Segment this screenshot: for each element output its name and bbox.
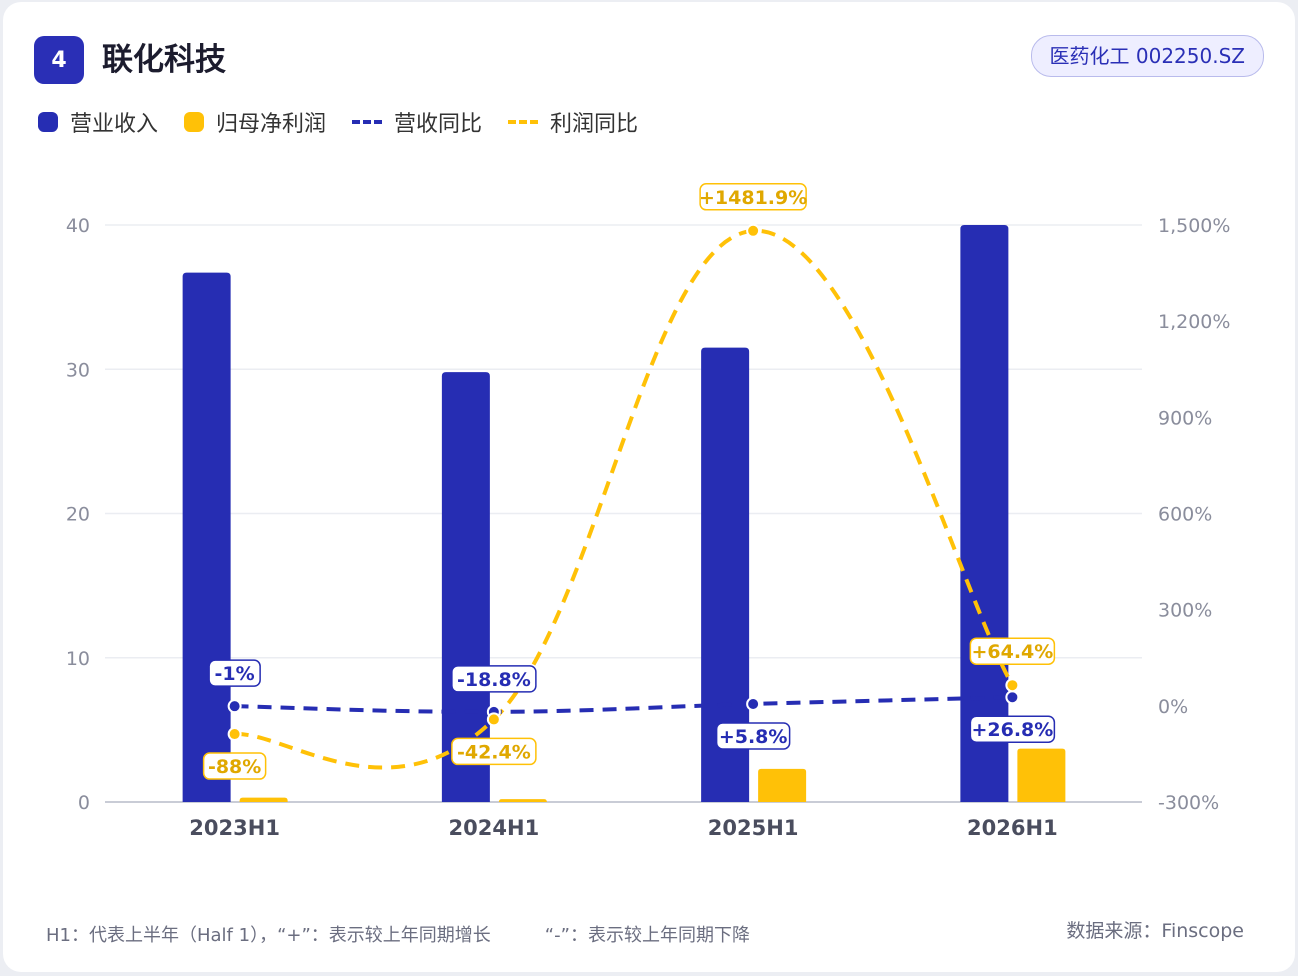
legend-revenue-label: 营业收入	[70, 112, 159, 137]
left-tick-label: 20	[66, 504, 90, 526]
legend-revenue-yoy[interactable]: 营收同比	[352, 106, 482, 138]
category-label: 2026H1	[967, 816, 1058, 840]
company-name: 联化科技	[102, 42, 226, 78]
profit-yoy-point	[746, 223, 761, 238]
revenue-yoy-label-box	[969, 715, 1056, 743]
revenue-yoy-point	[1005, 690, 1020, 705]
legend-revenue[interactable]: 营业收入	[38, 106, 158, 138]
revenue-yoy-label-box	[715, 722, 791, 750]
rank-badge: 4	[34, 36, 84, 84]
revenue-yoy-label-box	[208, 659, 261, 687]
revenue-yoy-label-box	[451, 665, 537, 693]
right-tick-label: 1,500%	[1158, 215, 1230, 237]
chart-legend: 营业收入 归母净利润 营收同比 利润同比	[38, 106, 664, 138]
profit-bar	[758, 768, 807, 802]
left-tick-label: 30	[66, 359, 90, 381]
left-tick-label: 10	[66, 648, 90, 670]
left-tick-label: 40	[66, 215, 90, 237]
profit-yoy-label: -88%	[208, 756, 261, 778]
revenue-yoy-point	[746, 696, 761, 711]
category-label: 2023H1	[189, 816, 280, 840]
revenue-yoy-label: -18.8%	[457, 669, 531, 691]
left-tick-label: 0	[78, 792, 90, 814]
profit-yoy-point	[486, 712, 501, 727]
legend-profit-yoy[interactable]: 利润同比	[508, 106, 638, 138]
revenue-yoy-swatch	[352, 120, 383, 124]
revenue-bar	[182, 272, 231, 802]
profit-bar	[498, 799, 547, 802]
profit-yoy-label: +1481.9%	[699, 187, 807, 209]
revenue-bar	[701, 347, 750, 802]
right-tick-label: 0%	[1158, 696, 1188, 718]
right-tick-label: -300%	[1158, 792, 1219, 814]
legend-profit[interactable]: 归母净利润	[184, 106, 326, 138]
revenue-bar	[441, 372, 490, 802]
category-label: 2024H1	[449, 816, 540, 840]
revenue-yoy-line	[234, 695, 1013, 714]
profit-yoy-label: +64.4%	[971, 641, 1053, 663]
profit-yoy-label-box	[969, 637, 1056, 665]
profit-yoy-label-box	[699, 183, 807, 211]
profit-swatch	[184, 112, 205, 132]
revenue-yoy-point	[227, 699, 242, 714]
profit-yoy-swatch	[508, 120, 539, 124]
legend-revenue-yoy-label: 营收同比	[394, 112, 483, 137]
revenue-yoy-label: +5.8%	[719, 726, 788, 748]
profit-yoy-label-box	[202, 752, 267, 780]
right-tick-label: 300%	[1158, 600, 1212, 622]
legend-profit-label: 归母净利润	[216, 112, 327, 137]
revenue-bar	[960, 225, 1009, 802]
right-tick-label: 600%	[1158, 504, 1212, 526]
right-tick-label: 900%	[1158, 407, 1212, 429]
footnote: H1：代表上半年（Half 1），“+”：表示较上年同期增长 “-”：表示较上年…	[46, 925, 750, 946]
profit-yoy-point	[227, 727, 242, 742]
revenue-yoy-label: +26.8%	[971, 719, 1053, 741]
revenue-yoy-label: -1%	[215, 663, 255, 685]
right-tick-label: 1,200%	[1158, 311, 1230, 333]
industry-ticker-tag: 医药化工 002250.SZ	[1030, 35, 1264, 77]
data-source: 数据来源：Finscope	[1066, 920, 1244, 942]
revenue-swatch	[38, 112, 58, 132]
profit-yoy-line	[234, 228, 1015, 770]
category-label: 2025H1	[708, 816, 799, 840]
profit-yoy-point	[1005, 678, 1020, 693]
legend-profit-yoy-label: 利润同比	[550, 112, 639, 137]
profit-yoy-label: -42.4%	[457, 741, 531, 763]
profit-yoy-label-box	[451, 737, 537, 766]
profit-bar	[1017, 748, 1066, 802]
profit-bar	[239, 797, 288, 802]
